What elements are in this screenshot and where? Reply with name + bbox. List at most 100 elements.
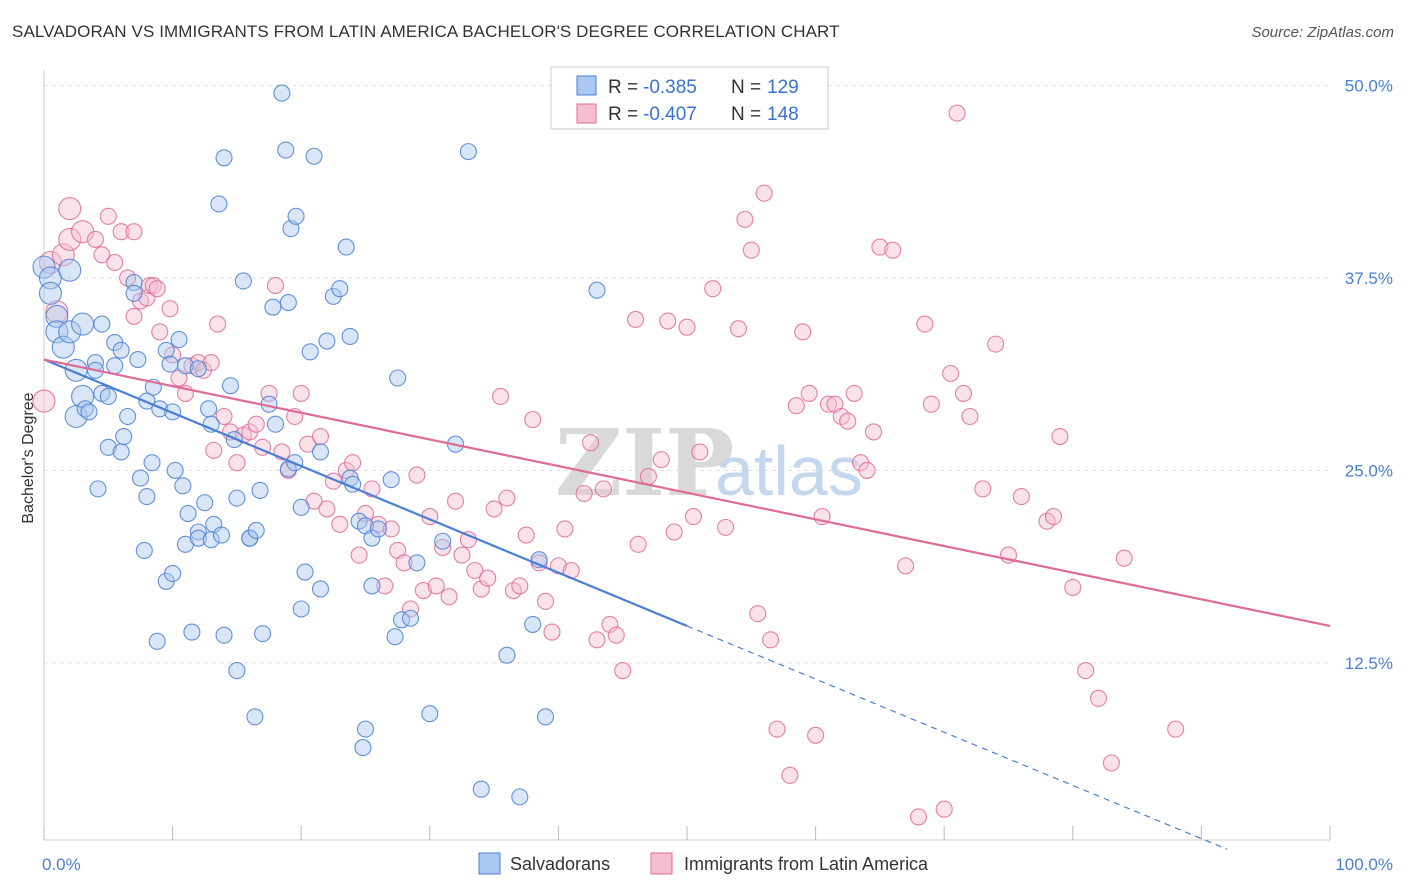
- salvadorans-point: [382, 471, 400, 489]
- immigrants-point: [228, 454, 246, 472]
- immigrants-point: [691, 443, 709, 461]
- legend-swatch-blue: [576, 75, 597, 96]
- immigrants-point: [736, 210, 754, 228]
- y-tick-label: 37.5%: [1345, 269, 1393, 288]
- immigrants-point: [331, 515, 349, 533]
- watermark: ZIP atlas: [555, 409, 863, 517]
- immigrants-point: [627, 310, 645, 329]
- salvadorans-point: [221, 377, 240, 395]
- salvadorans-point: [189, 529, 207, 547]
- salvadorans-point: [408, 554, 426, 572]
- immigrants-point: [58, 227, 82, 251]
- salvadorans-point: [170, 330, 188, 349]
- immigrants-point: [408, 466, 426, 484]
- legend-n-label: N =: [731, 77, 761, 98]
- salvadorans-point: [434, 532, 452, 550]
- immigrants-point: [434, 538, 452, 556]
- immigrants-point: [807, 726, 825, 744]
- immigrants-point: [665, 523, 683, 541]
- immigrants-point: [684, 508, 702, 526]
- immigrants-point: [948, 104, 966, 122]
- salvadorans-point: [106, 357, 124, 375]
- salvadorans-point: [331, 280, 349, 298]
- legend-label-immigrants: Immigrants from Latin America: [684, 854, 929, 874]
- salvadorans-point: [264, 298, 282, 316]
- salvadorans-point: [305, 147, 323, 165]
- immigrants-point: [755, 184, 773, 202]
- watermark-atlas: atlas: [715, 432, 863, 510]
- immigrants-point: [247, 415, 265, 433]
- series-salvadorans-points: [32, 84, 606, 806]
- salvadorans-point: [277, 141, 295, 159]
- immigrants-point: [717, 518, 735, 536]
- immigrants-point: [1167, 720, 1185, 738]
- immigrants-point: [819, 395, 838, 413]
- source-label: Source: ZipAtlas.com: [1251, 24, 1394, 41]
- immigrants-point: [581, 434, 600, 452]
- immigrants-point: [151, 323, 169, 341]
- immigrants-point: [498, 489, 516, 507]
- salvadorans-point: [200, 400, 218, 418]
- legend-n-label: N =: [731, 104, 761, 125]
- legend-box: [550, 66, 829, 130]
- correlation-legend: R = -0.385 N = 129 R = -0.407 N = 148: [550, 66, 829, 130]
- immigrants-point: [51, 243, 75, 267]
- salvadorans-point: [135, 541, 153, 560]
- immigrants-point: [1115, 549, 1133, 567]
- immigrants-point: [32, 389, 56, 413]
- salvadorans-point: [32, 255, 56, 279]
- salvadorans-point: [234, 272, 252, 290]
- immigrants-point: [954, 384, 973, 402]
- immigrants-point: [961, 407, 979, 426]
- salvadorans-point: [58, 320, 82, 344]
- salvadorans-point: [161, 355, 179, 373]
- immigrants-point: [125, 307, 143, 325]
- salvadorans-point: [51, 335, 75, 359]
- immigrants-point: [106, 253, 124, 272]
- immigrants-point: [858, 461, 876, 479]
- immigrants-point: [466, 561, 484, 580]
- immigrants-point: [871, 238, 889, 256]
- immigrants-point: [942, 364, 960, 382]
- immigrants-point: [446, 492, 465, 510]
- salvadorans-point: [189, 523, 207, 541]
- legend-r-value: -0.407: [643, 104, 697, 125]
- immigrants-point: [511, 577, 529, 595]
- salvadorans-point: [363, 529, 381, 547]
- immigrants-point: [93, 246, 111, 264]
- immigrants-point: [742, 241, 760, 259]
- salvadorans-point: [38, 281, 62, 305]
- immigrants-point: [897, 557, 915, 575]
- salvadorans-point: [386, 628, 404, 646]
- salvadorans-point: [389, 369, 407, 387]
- y-tick-labels: 12.5% 25.0% 37.5% 50.0%: [1345, 76, 1393, 673]
- immigrants-point: [266, 277, 285, 295]
- immigrants-point: [524, 411, 542, 429]
- salvadorans-point: [58, 258, 82, 282]
- salvadorans-point: [246, 708, 264, 726]
- salvadorans-point: [215, 626, 233, 644]
- trend-lines: [43, 358, 1331, 850]
- immigrants-point: [472, 580, 490, 598]
- immigrants-point: [588, 631, 606, 649]
- immigrants-point: [678, 318, 696, 336]
- immigrants-point: [974, 480, 992, 498]
- salvadorans-point: [157, 341, 175, 359]
- x-tick-label: 0.0%: [42, 855, 81, 874]
- immigrants-point: [1064, 578, 1082, 596]
- salvadorans-point: [215, 149, 233, 167]
- salvadorans-point: [189, 360, 207, 378]
- series-immigrants-points: [32, 104, 1185, 826]
- immigrants-point: [922, 395, 940, 413]
- salvadorans-point: [89, 480, 107, 498]
- salvadorans-point: [99, 387, 117, 406]
- salvadorans-point: [148, 632, 166, 650]
- immigrants-point: [112, 223, 130, 241]
- salvadorans-point: [266, 415, 285, 433]
- grid-lines: [44, 84, 1330, 664]
- salvadorans-point: [292, 498, 310, 516]
- salvadorans-point: [287, 207, 305, 225]
- salvadorans-point: [337, 238, 355, 256]
- immigrants-point: [935, 800, 953, 818]
